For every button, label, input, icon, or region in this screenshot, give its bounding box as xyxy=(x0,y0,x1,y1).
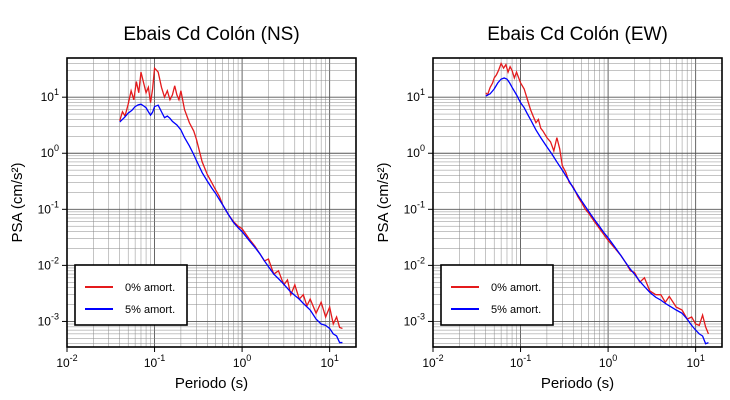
y-tick-label: 10-2 xyxy=(38,255,59,272)
y-tick-label: 100 xyxy=(41,143,59,160)
x-tick-label: 101 xyxy=(320,353,338,370)
x-axis-label: Periodo (s) xyxy=(175,375,248,392)
x-axis-label: Periodo (s) xyxy=(541,375,614,392)
legend-box xyxy=(74,264,188,326)
y-tick-label: 10-1 xyxy=(38,199,59,216)
x-tick-label: 100 xyxy=(599,353,617,370)
legend-label: 0% amort. xyxy=(125,282,175,294)
series-line-0pct xyxy=(119,66,343,330)
y-axis-label: PSA (cm/s²) xyxy=(375,162,392,242)
legend-label: 5% amort. xyxy=(125,304,175,316)
y-tick-label: 101 xyxy=(41,87,59,104)
series-line-5pct xyxy=(119,103,343,344)
x-tick-label: 10-2 xyxy=(422,353,443,370)
x-tick-label: 10-1 xyxy=(144,353,165,370)
legend-label: 5% amort. xyxy=(491,304,541,316)
x-tick-label: 10-1 xyxy=(510,353,531,370)
y-tick-label: 101 xyxy=(407,87,425,104)
chart-panel-1: Ebais Cd Colón (EW) 10-2 10-1 100 101 10-3 10-… xyxy=(375,24,723,392)
plot-frame xyxy=(432,57,723,348)
chart-title: Ebais Cd Colón (EW) xyxy=(487,24,668,45)
legend-box xyxy=(440,264,554,326)
y-tick-label: 100 xyxy=(407,143,425,160)
x-tick-label: 101 xyxy=(686,353,704,370)
y-tick-label: 10-3 xyxy=(404,311,425,328)
legend: 0% amort. 5% amort. xyxy=(440,264,554,326)
y-axis-label: PSA (cm/s²) xyxy=(9,162,26,242)
plot-frame xyxy=(66,57,357,348)
y-tick-label: 10-3 xyxy=(38,311,59,328)
y-tick-label: 10-1 xyxy=(404,199,425,216)
legend-label: 0% amort. xyxy=(491,282,541,294)
x-tick-label: 10-2 xyxy=(56,353,77,370)
chart-title: Ebais Cd Colón (NS) xyxy=(123,24,299,45)
y-tick-label: 10-2 xyxy=(404,255,425,272)
chart-panel-0: Ebais Cd Colón (NS) 10-2 10-1 100 101 10-3 10-… xyxy=(9,24,357,392)
legend: 0% amort. 5% amort. xyxy=(74,264,188,326)
series-line-5pct xyxy=(485,77,709,345)
x-tick-label: 100 xyxy=(233,353,251,370)
